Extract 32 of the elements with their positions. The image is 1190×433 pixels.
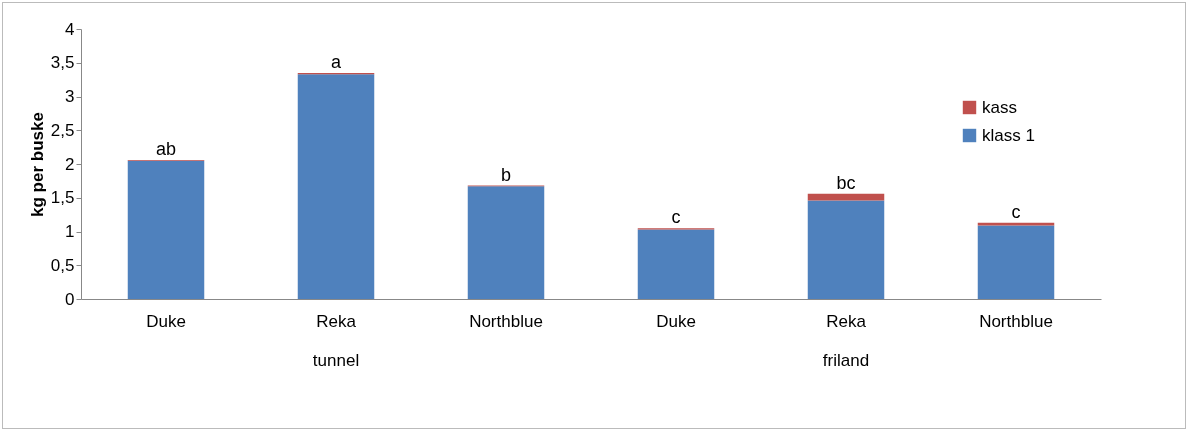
annotation: b xyxy=(500,164,512,185)
x-tick-label: Reka xyxy=(826,311,867,331)
y-tick-label: 1,5 xyxy=(50,188,75,208)
text: friland xyxy=(822,351,870,370)
y-tick-label: 0,5 xyxy=(50,255,75,275)
bar xyxy=(977,225,1055,299)
y-tick-label: 4 xyxy=(65,19,75,39)
x-tick-label: Duke xyxy=(146,311,186,331)
annotation: c xyxy=(1011,201,1021,222)
y-tick-label: 3 xyxy=(65,87,75,106)
legend-label: klass 1 xyxy=(982,125,1035,145)
x-tick-label: Northblue xyxy=(979,311,1053,331)
bar xyxy=(807,200,885,299)
annotation: ab xyxy=(155,138,177,159)
bar xyxy=(637,229,715,299)
y-tick-label: 3,5 xyxy=(50,53,75,73)
annotation: bc xyxy=(836,172,856,193)
bar xyxy=(297,74,375,299)
y-tick-label: 2,5 xyxy=(50,120,75,140)
text: tunnel xyxy=(312,351,360,370)
x-tick-label: Northblue xyxy=(469,311,543,331)
legend-label: kass xyxy=(982,97,1017,117)
y-tick-label: 0 xyxy=(65,289,75,309)
annotation: c xyxy=(671,207,681,228)
bar xyxy=(467,186,545,299)
x-tick-label: Duke xyxy=(656,311,696,331)
x-tick-label: Reka xyxy=(316,311,357,331)
y-tick-label: 2 xyxy=(65,154,75,174)
y-axis-title: kg per buske xyxy=(27,112,47,217)
bar xyxy=(127,160,205,299)
annotation: a xyxy=(330,51,342,72)
y-tick-label: 1 xyxy=(65,222,75,241)
